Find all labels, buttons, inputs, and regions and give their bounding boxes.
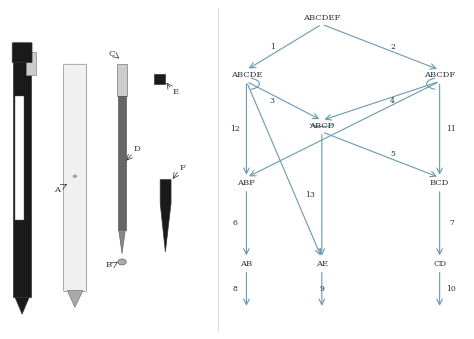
Circle shape	[73, 175, 77, 178]
Text: ABCD: ABCD	[309, 122, 335, 130]
Text: ABCDE: ABCDE	[231, 71, 262, 79]
Text: 2: 2	[390, 43, 395, 51]
Text: AE: AE	[316, 260, 328, 268]
Text: 8: 8	[232, 285, 237, 293]
Text: ABF: ABF	[237, 179, 255, 187]
Polygon shape	[160, 180, 171, 252]
Text: ABCDF: ABCDF	[424, 71, 455, 79]
Text: D: D	[133, 145, 140, 153]
Text: 3: 3	[270, 97, 275, 104]
Polygon shape	[15, 297, 29, 314]
Text: ABCDEF: ABCDEF	[303, 14, 340, 22]
Text: AB: AB	[240, 260, 253, 268]
Text: 9: 9	[319, 285, 324, 293]
FancyBboxPatch shape	[118, 96, 126, 230]
Polygon shape	[67, 291, 83, 307]
Text: A: A	[55, 186, 60, 194]
Text: 10: 10	[447, 285, 456, 293]
Text: 5: 5	[390, 151, 395, 158]
Polygon shape	[15, 96, 24, 220]
Text: CD: CD	[433, 260, 446, 268]
Circle shape	[118, 259, 126, 265]
Polygon shape	[13, 62, 31, 297]
FancyBboxPatch shape	[64, 64, 87, 292]
Text: BCD: BCD	[430, 179, 449, 187]
Text: C: C	[108, 49, 115, 58]
FancyBboxPatch shape	[117, 64, 127, 96]
Text: 1: 1	[270, 43, 275, 51]
Text: 7: 7	[449, 219, 454, 227]
Text: 4: 4	[390, 97, 395, 104]
Polygon shape	[27, 52, 36, 75]
FancyBboxPatch shape	[12, 43, 32, 63]
Text: 12: 12	[230, 125, 239, 133]
Polygon shape	[118, 230, 125, 254]
Text: 11: 11	[447, 125, 456, 133]
Text: 6: 6	[232, 219, 237, 227]
Text: E: E	[173, 88, 179, 96]
Text: B: B	[105, 261, 111, 269]
FancyBboxPatch shape	[154, 74, 165, 84]
Text: F: F	[179, 164, 185, 172]
Text: 13: 13	[305, 191, 315, 199]
